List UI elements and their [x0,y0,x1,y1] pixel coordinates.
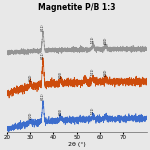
Text: (511): (511) [91,68,95,75]
Text: (400): (400) [59,70,63,78]
Text: (311): (311) [41,93,45,100]
X-axis label: 2θ (°): 2θ (°) [68,142,86,147]
Text: (511): (511) [91,106,95,114]
Text: (511): (511) [91,36,95,44]
Text: (311): (311) [41,23,45,31]
Text: (220): (220) [28,112,32,119]
Text: (440): (440) [104,68,108,76]
Text: (440): (440) [104,37,108,44]
Title: Magnetite P/B 1:3: Magnetite P/B 1:3 [38,3,116,12]
Text: (311): (311) [41,52,45,59]
Text: (400): (400) [59,108,63,116]
Text: (220): (220) [28,73,32,81]
